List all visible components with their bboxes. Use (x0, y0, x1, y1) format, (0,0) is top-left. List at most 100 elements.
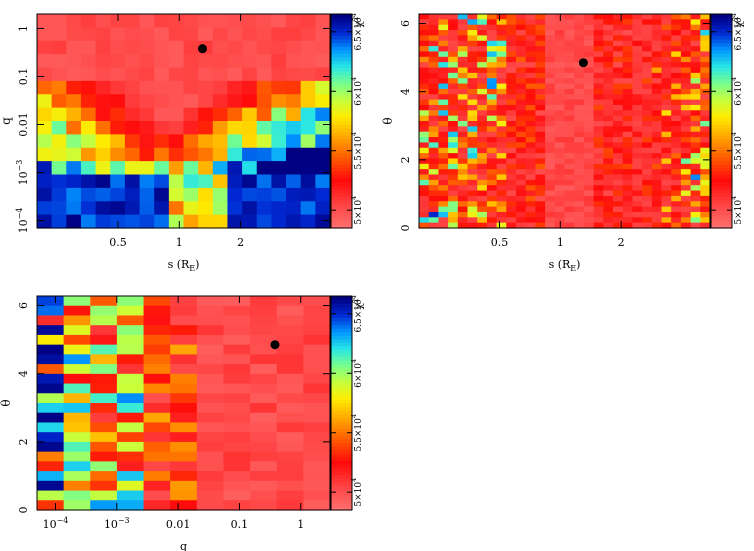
heatmap-cell (486, 174, 498, 181)
heatmap-cell (66, 40, 82, 55)
colorbar-swatch (331, 163, 352, 168)
heatmap-cell (680, 131, 692, 138)
heatmap-cell (603, 104, 614, 111)
heatmap-cell (564, 40, 575, 47)
heatmap-cell (438, 62, 449, 69)
heatmap-cell (315, 27, 331, 42)
heatmap-cell (632, 142, 643, 149)
heatmap-cell (116, 315, 145, 326)
heatmap-cell (256, 54, 272, 69)
heatmap-cell (632, 206, 643, 213)
heatmap-cell (438, 190, 449, 197)
colorbar-swatch (711, 199, 732, 204)
heatmap-cell (622, 179, 633, 186)
colorbar-swatch (331, 181, 352, 186)
heatmap-cell (661, 211, 672, 218)
heatmap-cell (419, 104, 430, 111)
heatmap-cell (642, 110, 653, 117)
heatmap-cell (448, 62, 459, 69)
heatmap-cell (419, 121, 430, 127)
heatmap-cell (143, 315, 171, 326)
heatmap-cell (516, 137, 527, 143)
heatmap-cell (438, 195, 449, 202)
heatmap-cell (467, 147, 478, 154)
heatmap-cell (419, 67, 430, 74)
heatmap-cell (242, 161, 258, 176)
heatmap-cell (632, 19, 643, 26)
heatmap-cell (554, 24, 566, 31)
heatmap-cell (564, 14, 575, 20)
heatmap-cell (457, 24, 469, 31)
colorbar-swatch (331, 499, 352, 504)
heatmap-cell (661, 67, 672, 74)
heatmap-cell (516, 142, 527, 149)
heatmap-cell (583, 137, 595, 143)
colorbar-swatch (711, 78, 732, 83)
heatmap-cell (428, 104, 439, 111)
heatmap-cell (661, 147, 672, 154)
heatmap-cell (642, 126, 653, 133)
heatmap-cell (622, 147, 633, 154)
heatmap-cell (516, 110, 527, 117)
heatmap-cell (438, 67, 449, 74)
heatmap-cell (170, 432, 198, 443)
heatmap-cell (642, 46, 653, 53)
colorbar-swatch (331, 92, 352, 97)
heatmap-cell (196, 373, 225, 385)
heatmap-cell (632, 104, 643, 111)
heatmap-cell (564, 94, 575, 101)
heatmap-cell (525, 30, 536, 36)
heatmap-cell (506, 179, 517, 186)
heatmap-cell (671, 40, 682, 47)
heatmap-cell (303, 490, 331, 501)
heatmap-cell (419, 51, 430, 58)
heatmap-cell (110, 121, 126, 135)
heatmap-cell (212, 201, 229, 216)
heatmap-cell (622, 24, 633, 31)
heatmap-cell (545, 126, 556, 133)
colorbar-swatch (331, 35, 352, 40)
heatmap-cell (583, 158, 595, 165)
heatmap-cell (700, 14, 711, 20)
heatmap-cell (496, 185, 507, 192)
heatmap-cell (680, 51, 692, 58)
heatmap-cell (603, 222, 614, 229)
heatmap-cell (271, 94, 287, 109)
heatmap-cell (300, 214, 316, 229)
heatmap-cell (535, 158, 546, 165)
heatmap-cell (477, 147, 488, 154)
heatmap-cell (212, 107, 229, 122)
heatmap-cell (690, 110, 701, 117)
heatmap-cell (574, 131, 585, 138)
colorbar-swatch (331, 85, 352, 90)
heatmap-cell (477, 67, 488, 74)
colorbar-swatch (331, 296, 352, 301)
heatmap-cell (545, 19, 556, 26)
heatmap-cell (690, 51, 701, 58)
heatmap-cell (477, 158, 488, 165)
heatmap-cell (535, 142, 546, 149)
heatmap-cell (651, 137, 663, 143)
heatmap-cell (66, 214, 82, 229)
heatmap-cell (37, 480, 65, 492)
heatmap-cell (90, 393, 118, 404)
heatmap-cell (63, 364, 91, 375)
heatmap-cell (66, 107, 82, 122)
heatmap-cell (303, 393, 331, 404)
heatmap-cell (477, 62, 488, 69)
colorbar-swatch (711, 103, 732, 108)
heatmap-cell (457, 190, 469, 197)
heatmap-cell (496, 30, 507, 36)
colorbar-swatch (331, 349, 352, 354)
heatmap-cell (467, 99, 478, 106)
heatmap-cell (116, 432, 145, 443)
heatmap-cell (545, 51, 556, 58)
heatmap-cell (457, 217, 469, 224)
heatmap-cell (486, 179, 498, 186)
heatmap-cell (700, 222, 711, 229)
heatmap-cell (198, 54, 214, 69)
heatmap-cell (593, 62, 604, 69)
heatmap-cell (139, 201, 155, 216)
heatmap-cell (486, 78, 498, 85)
heatmap-cell (477, 30, 488, 36)
